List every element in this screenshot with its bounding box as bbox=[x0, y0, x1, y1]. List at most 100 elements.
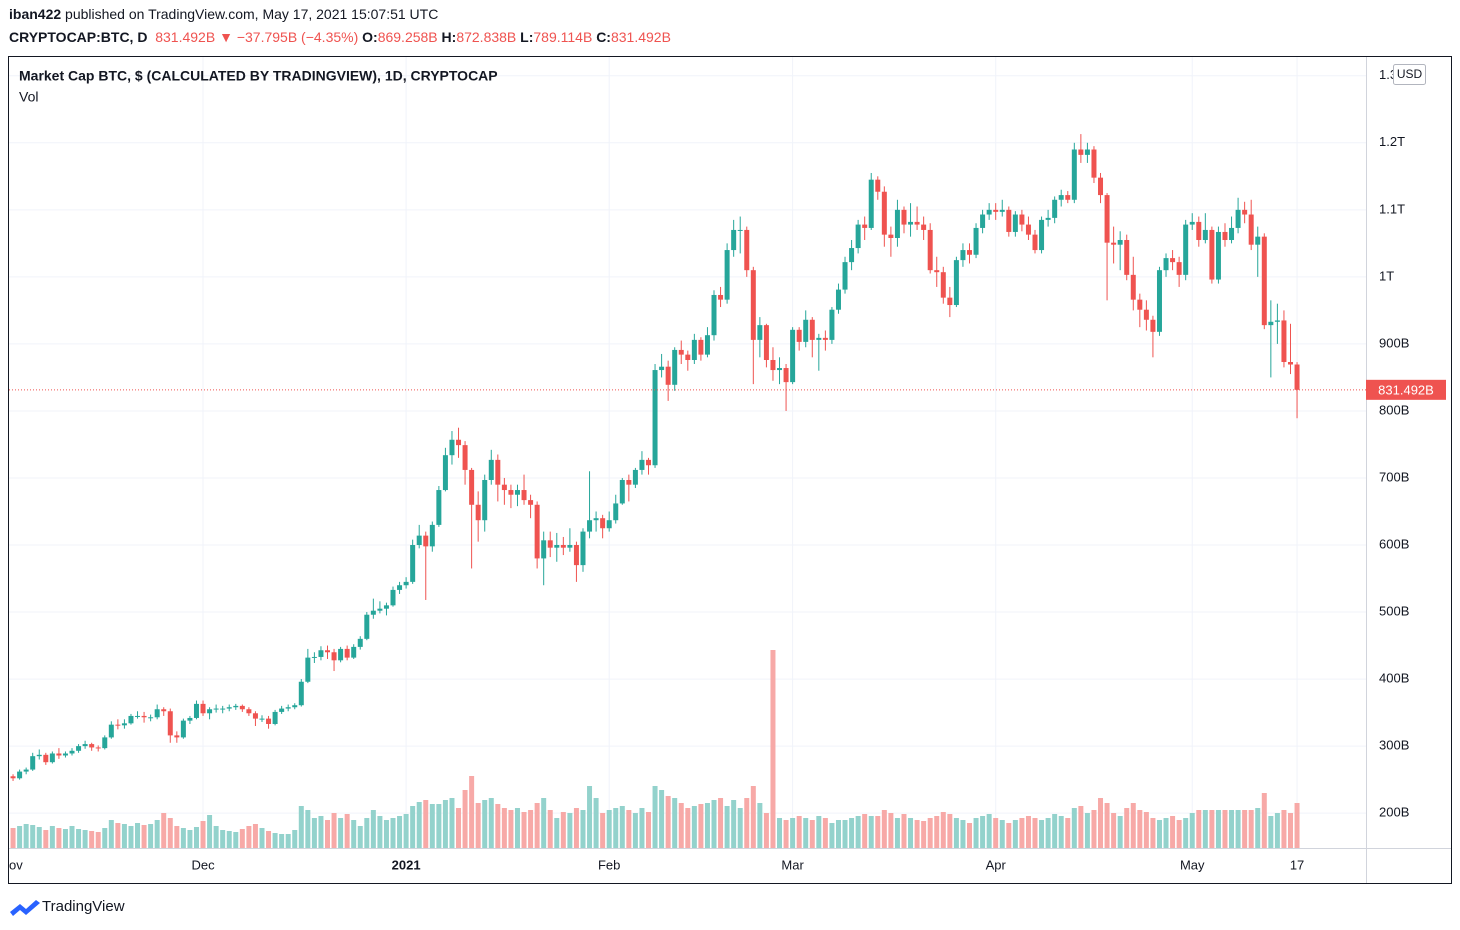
candle-body bbox=[76, 746, 82, 751]
volume-bar bbox=[849, 818, 855, 848]
candle-body bbox=[704, 335, 710, 355]
candle-body bbox=[573, 545, 579, 566]
volume-bar bbox=[246, 826, 252, 848]
candle-body bbox=[318, 650, 324, 657]
volume-bar bbox=[1183, 818, 1189, 848]
candle-body bbox=[383, 605, 389, 609]
volume-bar bbox=[89, 831, 95, 848]
volume-bar bbox=[672, 798, 678, 848]
volume-bar bbox=[383, 820, 389, 848]
volume-bar bbox=[587, 786, 593, 848]
volume-bar bbox=[652, 786, 658, 848]
candle-body bbox=[619, 479, 625, 504]
volume-bar bbox=[606, 810, 612, 848]
candle-body bbox=[822, 337, 828, 340]
candle-body bbox=[783, 368, 789, 383]
volume-bar bbox=[665, 796, 671, 848]
volume-bar bbox=[1235, 810, 1241, 848]
y-tick-label: 400B bbox=[1379, 671, 1409, 686]
volume-bar bbox=[456, 808, 462, 848]
candle-body bbox=[534, 504, 540, 559]
published-text: published on TradingView.com, May 17, 20… bbox=[61, 6, 439, 22]
candle-body bbox=[30, 756, 36, 770]
volume-bar bbox=[698, 804, 704, 848]
volume-bar bbox=[573, 808, 579, 848]
candle-body bbox=[1084, 149, 1090, 155]
volume-bar bbox=[141, 825, 147, 848]
candle-body bbox=[1012, 214, 1018, 232]
volume-bar bbox=[921, 821, 927, 848]
candle-body bbox=[338, 648, 344, 661]
chart-title: Market Cap BTC, $ (CALCULATED BY TRADING… bbox=[19, 68, 498, 84]
volume-bar bbox=[750, 786, 756, 848]
volume-bar bbox=[30, 825, 36, 848]
volume-bar bbox=[1084, 813, 1090, 848]
candle-body bbox=[442, 455, 448, 491]
volume-bar bbox=[128, 826, 134, 848]
volume-bar bbox=[1150, 818, 1156, 848]
candle-body bbox=[829, 309, 835, 340]
volume-bar bbox=[161, 813, 167, 848]
volume-bar bbox=[279, 834, 285, 848]
candle-body bbox=[626, 479, 632, 485]
grid bbox=[9, 57, 1366, 848]
volume-bar bbox=[154, 820, 160, 848]
y-tick-label: 1T bbox=[1379, 268, 1394, 283]
candle-body bbox=[934, 270, 940, 273]
volume-bar bbox=[324, 820, 330, 848]
candle-body bbox=[23, 769, 29, 772]
candle-body bbox=[508, 490, 514, 495]
candle-body bbox=[89, 744, 95, 748]
candle-body bbox=[1229, 227, 1235, 241]
candle-body bbox=[560, 545, 566, 548]
candle-body bbox=[724, 250, 730, 300]
volume-bar bbox=[685, 808, 691, 848]
y-tick-label: 700B bbox=[1379, 469, 1409, 484]
volume-bar bbox=[816, 816, 822, 848]
candle-body bbox=[1215, 231, 1221, 280]
volume-bar bbox=[593, 798, 599, 848]
volume-bar bbox=[947, 814, 953, 848]
candle-body bbox=[357, 638, 363, 647]
candle-body bbox=[10, 776, 16, 779]
volume-bar bbox=[567, 813, 573, 848]
candle-body bbox=[1111, 242, 1117, 245]
volume-bar bbox=[1025, 816, 1031, 848]
candle-body bbox=[744, 229, 750, 271]
volume-bar bbox=[783, 820, 789, 848]
volume-bar bbox=[1261, 793, 1267, 848]
candle-body bbox=[796, 329, 802, 342]
volume-bar bbox=[737, 808, 743, 848]
volume-bar bbox=[410, 806, 416, 848]
candle-body bbox=[62, 753, 68, 756]
volume-bar bbox=[1045, 818, 1051, 848]
volume-bar bbox=[914, 820, 920, 848]
volume-bar bbox=[370, 810, 376, 848]
candle-body bbox=[1117, 240, 1123, 245]
volume-bar bbox=[488, 798, 494, 848]
candle-body bbox=[397, 585, 403, 590]
volume-bar bbox=[108, 820, 114, 848]
volume-bar bbox=[600, 813, 606, 848]
volume-bar bbox=[803, 818, 809, 848]
candle-body bbox=[1130, 274, 1136, 300]
candle-body bbox=[1045, 217, 1051, 220]
volume-bar bbox=[1156, 820, 1162, 848]
candle-body bbox=[678, 349, 684, 355]
candle-body bbox=[1222, 231, 1228, 241]
candle-body bbox=[1176, 262, 1182, 275]
volume-bar bbox=[501, 808, 507, 848]
x-tick-label: Dec bbox=[191, 857, 215, 872]
x-tick-label: 17 bbox=[1290, 857, 1304, 872]
candle-body bbox=[554, 545, 560, 548]
y-tick-label: 300B bbox=[1379, 738, 1409, 753]
candle-body bbox=[233, 705, 239, 708]
volume-bar bbox=[1091, 810, 1097, 848]
volume-bar bbox=[1006, 823, 1012, 848]
volume-bar bbox=[973, 818, 979, 848]
volume-bar bbox=[777, 818, 783, 848]
candle-body bbox=[1104, 195, 1110, 243]
candle-body bbox=[763, 325, 769, 360]
volume-bar bbox=[508, 810, 514, 848]
volume-bar bbox=[285, 834, 291, 848]
